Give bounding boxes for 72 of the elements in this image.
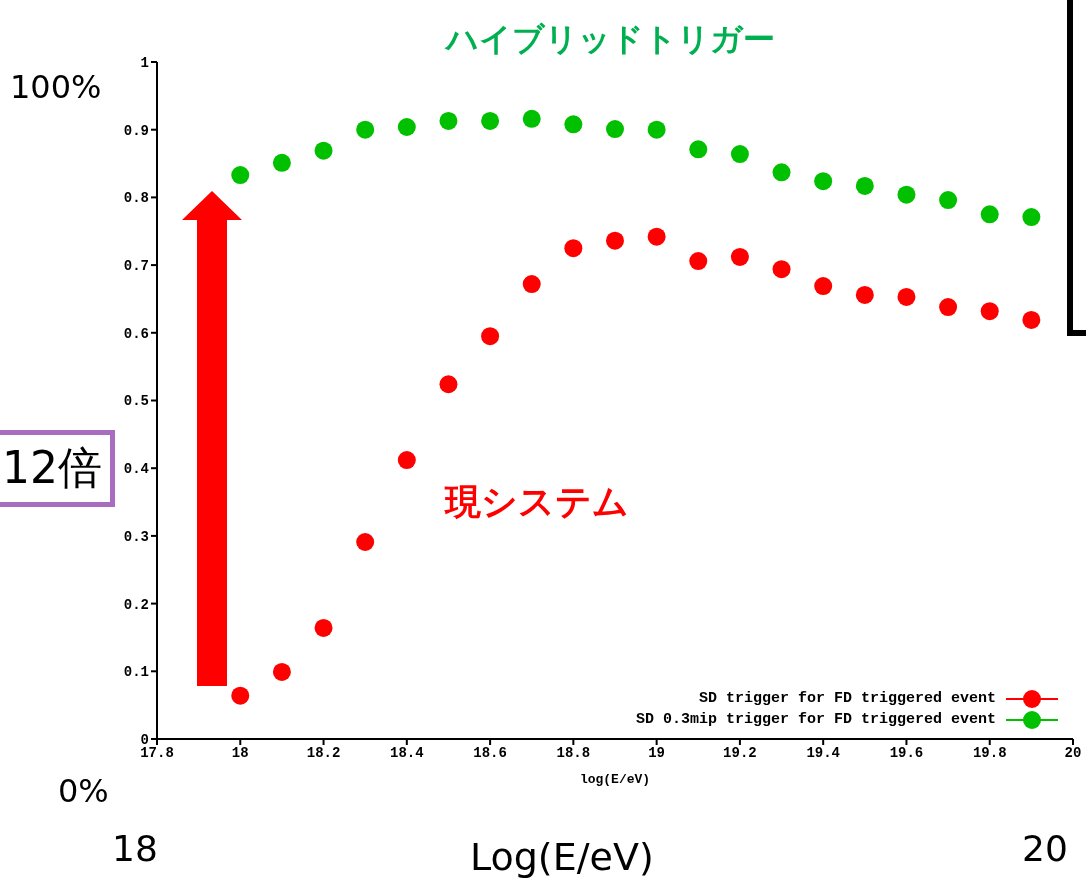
- point: [481, 111, 500, 130]
- point: [481, 327, 500, 346]
- point: [939, 298, 958, 317]
- point: [980, 205, 999, 224]
- point: [1022, 310, 1041, 329]
- point: [314, 618, 333, 637]
- x-tick-label: 19.2: [723, 744, 757, 761]
- legend-label: SD trigger for FD triggered event: [698, 690, 996, 707]
- text: Log(E/eV): [470, 835, 654, 879]
- point: [730, 145, 749, 164]
- x-tick-label: 19.8: [972, 744, 1007, 761]
- point: [231, 686, 250, 705]
- point: [939, 191, 958, 210]
- text: 18: [112, 828, 158, 869]
- point: [814, 277, 833, 296]
- text: 20: [1022, 828, 1068, 869]
- y-tick-label: 0.4: [123, 461, 149, 478]
- x-axis-title: log(E/eV): [579, 772, 651, 787]
- point: [439, 375, 458, 394]
- point: [231, 166, 250, 185]
- point: [855, 285, 874, 304]
- y-tick-label: 0.2: [123, 596, 149, 613]
- x-tick-label: 18: [231, 744, 249, 761]
- point: [897, 185, 916, 204]
- point: [897, 287, 916, 306]
- y-tick-label: 0.3: [123, 528, 149, 545]
- text: 0%: [58, 772, 109, 810]
- y-tick-label: 0.8: [123, 190, 149, 207]
- point: [397, 451, 416, 470]
- annotation: 現システム: [445, 480, 629, 524]
- x-tick-label: 20: [1064, 744, 1082, 761]
- point: [564, 239, 583, 258]
- text: 12倍: [0, 430, 115, 507]
- point: [522, 275, 541, 294]
- x-tick-label: 19.6: [889, 744, 924, 761]
- point: [397, 117, 416, 136]
- point: [356, 532, 375, 551]
- point: [1022, 208, 1041, 227]
- y-tick-label: 0.6: [123, 325, 149, 342]
- point: [522, 109, 541, 128]
- x-tick-label: 19.4: [806, 744, 840, 761]
- legend-label: SD 0.3mip trigger for FD triggered event: [635, 711, 996, 728]
- point: [439, 111, 458, 130]
- y-tick-label: 0.5: [123, 393, 149, 410]
- point: [564, 115, 583, 134]
- y-tick-label: 0.1: [123, 664, 149, 681]
- point: [980, 302, 999, 321]
- point: [606, 231, 624, 250]
- x-tick-label: 18.8: [556, 744, 591, 761]
- y-tick-label: 0.9: [123, 122, 149, 139]
- point: [814, 172, 833, 191]
- point: [314, 141, 333, 160]
- y-tick-label: 0.7: [123, 258, 149, 275]
- text: 100%: [10, 68, 102, 106]
- x-tick-label: 18.2: [306, 744, 341, 761]
- point: [647, 227, 666, 246]
- point: [855, 176, 874, 195]
- point: [730, 247, 749, 266]
- point: [689, 140, 708, 159]
- point: [272, 153, 291, 172]
- point: [356, 120, 375, 139]
- x-tick-label: 18.4: [390, 744, 424, 761]
- point: [772, 163, 791, 182]
- point: [606, 120, 624, 139]
- y-tick-label: 1: [140, 54, 149, 71]
- chart-title: ハイブリッドトリガー: [443, 19, 776, 60]
- point: [647, 120, 666, 139]
- x-tick-label: 18.6: [473, 744, 507, 761]
- point: [689, 252, 708, 271]
- point: [272, 662, 291, 681]
- point: [772, 260, 791, 279]
- x-tick-label: 19: [648, 744, 666, 761]
